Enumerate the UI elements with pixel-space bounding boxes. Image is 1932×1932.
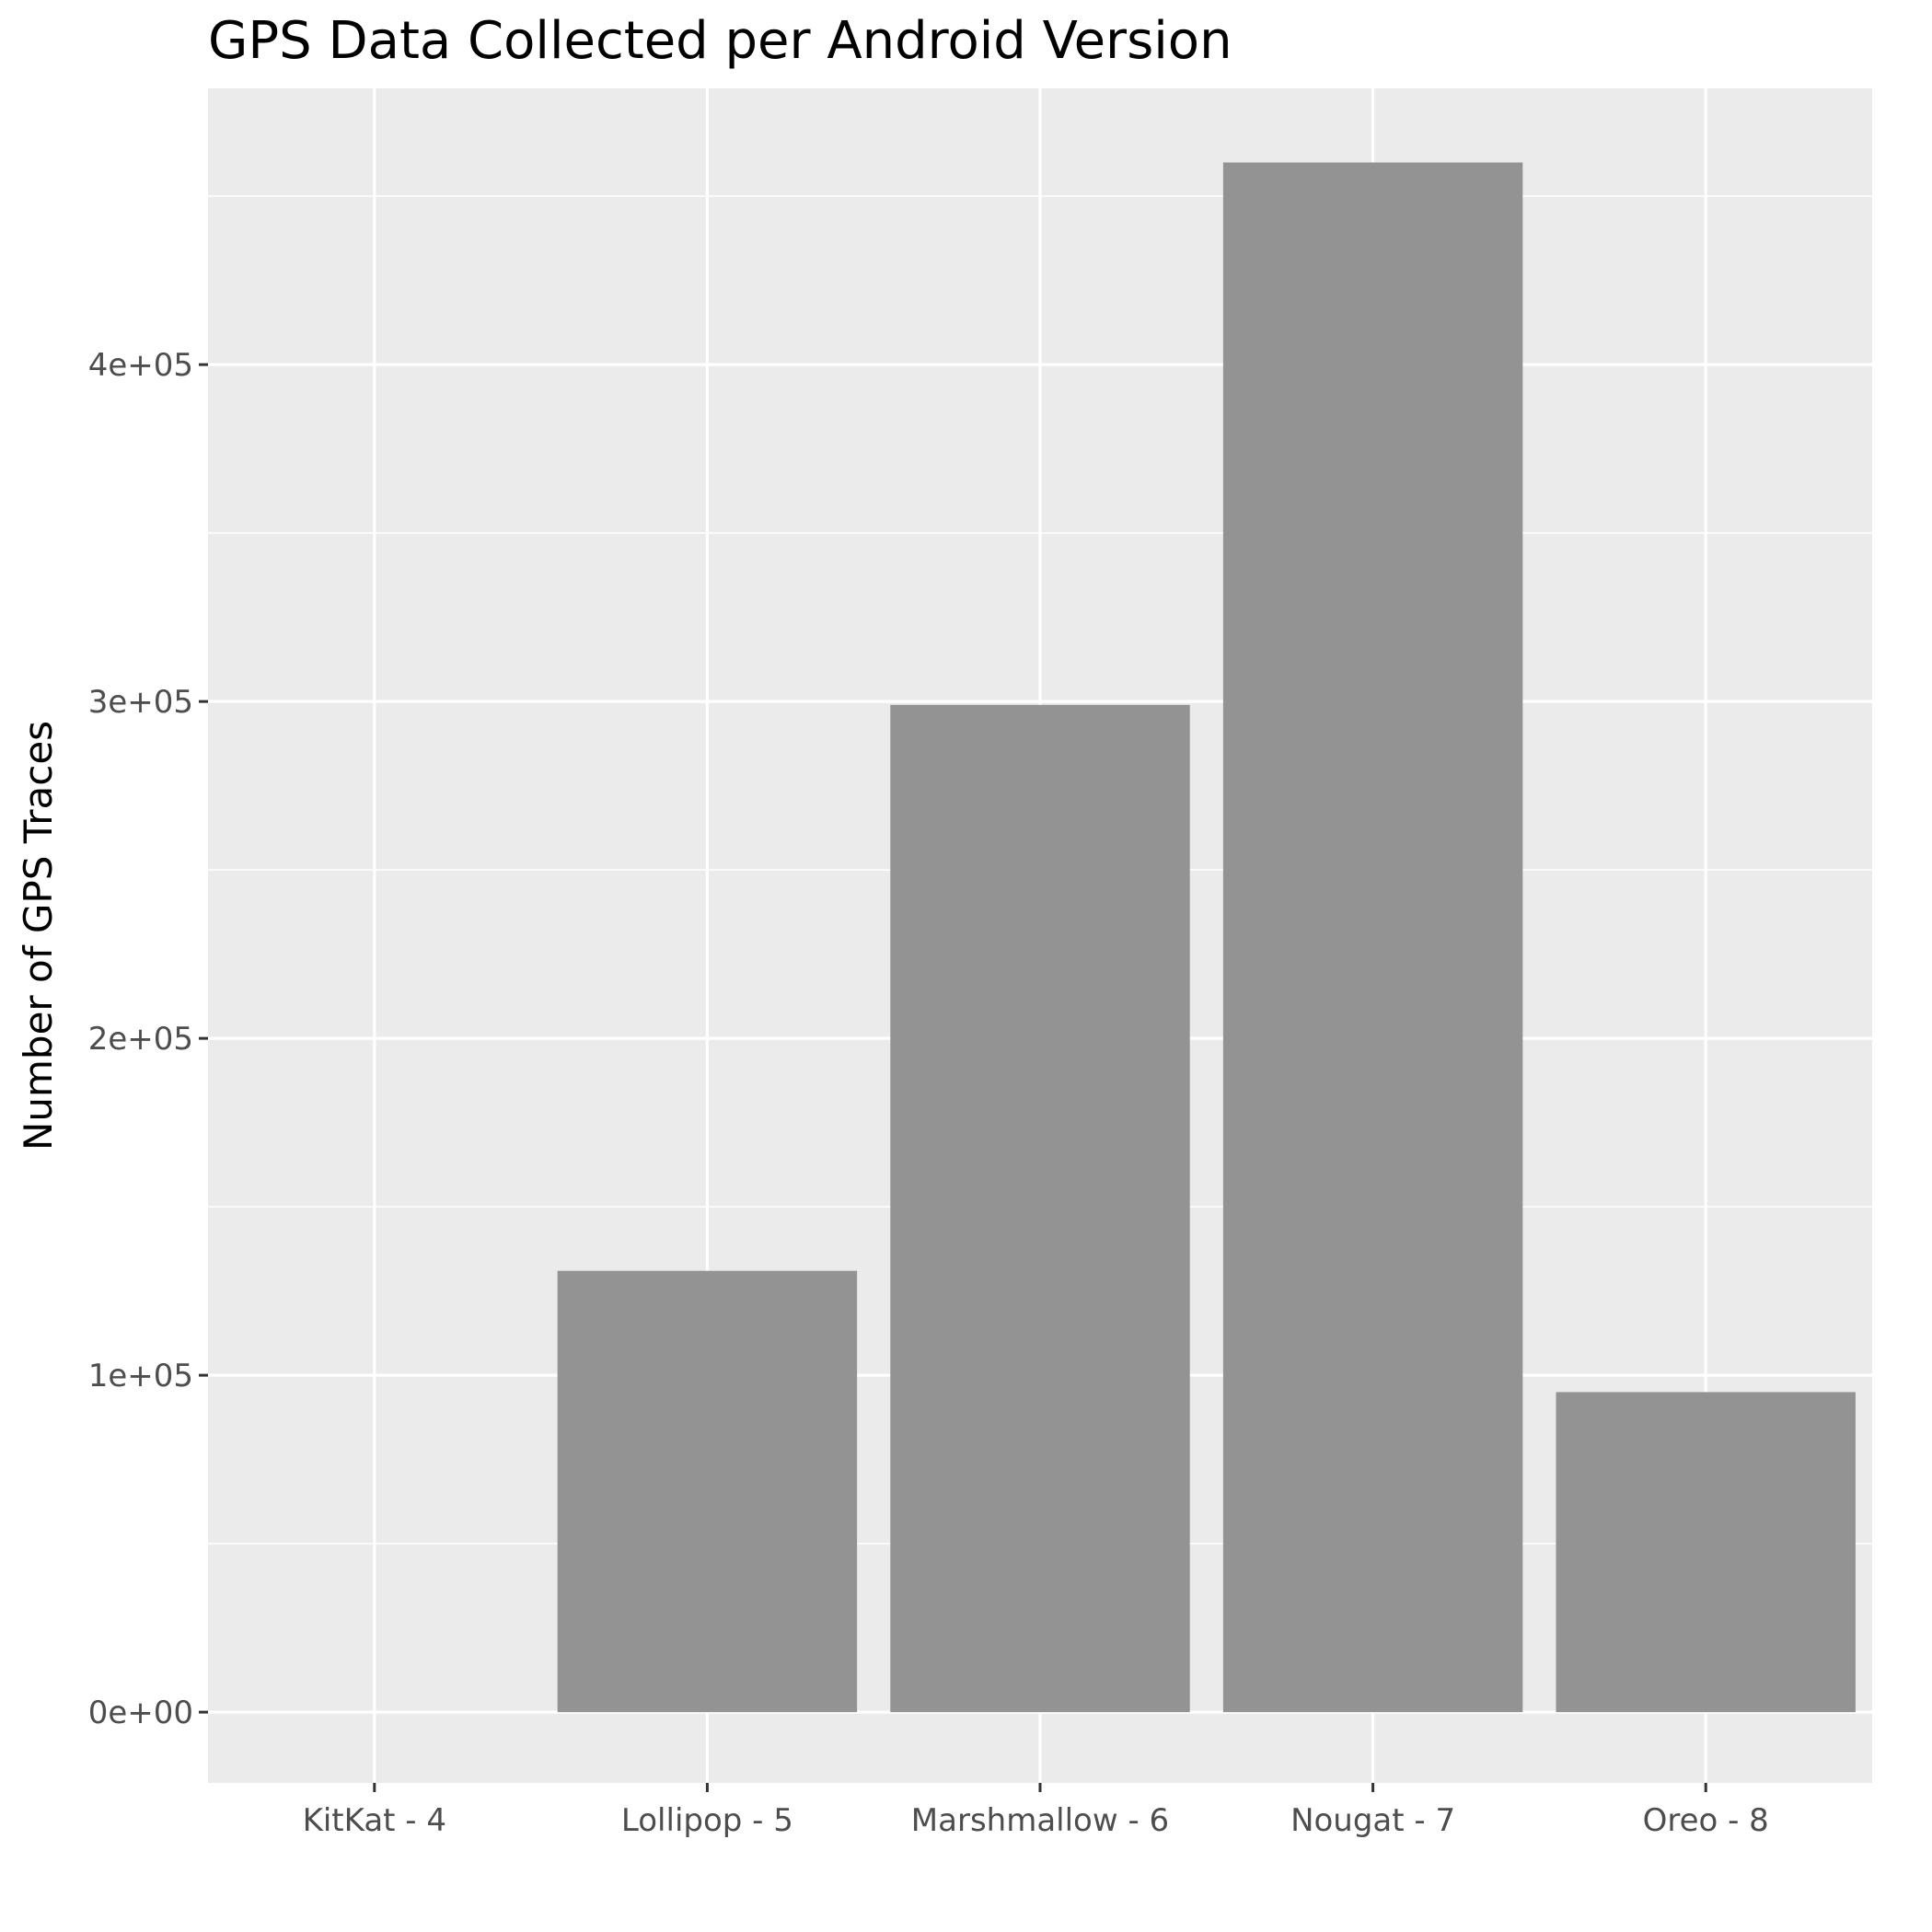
y-tick-label: 0e+00: [88, 1695, 193, 1731]
x-tick-label: Nougat - 7: [1290, 1802, 1455, 1839]
axes: 0e+00 1e+05 2e+05 3e+05 4e+05 KitKat - 4 Lolli…: [88, 347, 1769, 1839]
bars: [557, 162, 1856, 1713]
bar: [1222, 162, 1523, 1713]
y-axis-title: Number of GPS Traces: [16, 721, 61, 1151]
bar: [1556, 1392, 1856, 1713]
x-tick-label: Marshmallow - 6: [911, 1802, 1169, 1839]
x-tick-label: KitKat - 4: [303, 1802, 446, 1839]
bar: [557, 1270, 858, 1713]
x-tick-label: Oreo - 8: [1643, 1802, 1769, 1839]
chart-title: GPS Data Collected per Android Version: [208, 11, 1232, 71]
y-tick-label: 2e+05: [88, 1021, 193, 1058]
y-tick-label: 3e+05: [88, 684, 193, 721]
x-tick-label: Lollipop - 5: [621, 1802, 793, 1839]
y-tick-label: 4e+05: [88, 347, 193, 384]
y-tick-label: 1e+05: [88, 1358, 193, 1394]
bar: [890, 704, 1190, 1713]
